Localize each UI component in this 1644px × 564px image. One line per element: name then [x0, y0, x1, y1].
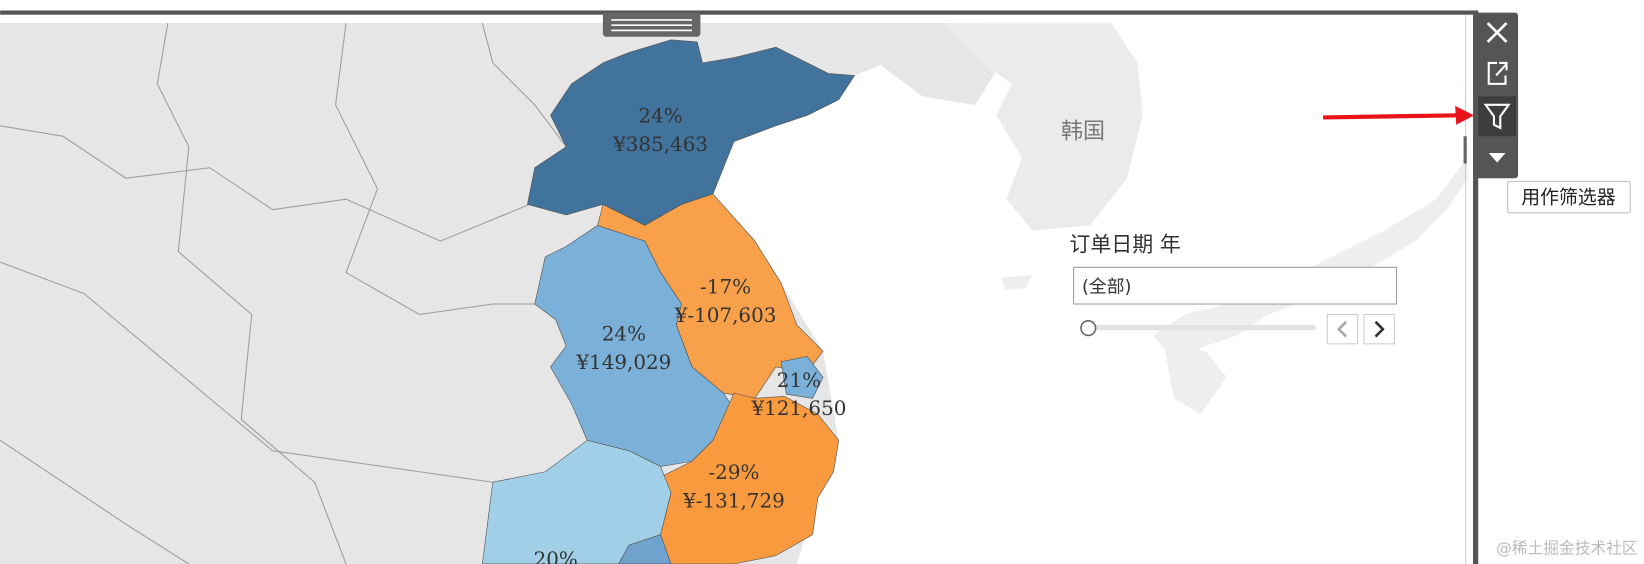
land	[1153, 62, 1468, 362]
filter-button[interactable]	[1483, 103, 1511, 130]
region-percent: 21%	[777, 369, 821, 392]
next-icon	[1374, 320, 1385, 338]
country-label: 韩国	[1061, 119, 1105, 144]
borders	[0, 22, 567, 564]
province	[482, 439, 672, 564]
province	[618, 534, 672, 564]
prev-icon	[1336, 320, 1348, 338]
tooltip	[1507, 180, 1631, 214]
more-button[interactable]	[1488, 153, 1506, 163]
land	[1163, 345, 1227, 415]
annotation-arrow	[1323, 113, 1460, 120]
land	[1001, 274, 1033, 290]
region-percent: -29%	[708, 461, 759, 484]
scrollbar	[1463, 136, 1467, 164]
region-percent: 24%	[638, 105, 682, 128]
region-percent: -17%	[700, 276, 751, 299]
next-button[interactable]	[1363, 313, 1395, 345]
toolbar	[1476, 12, 1519, 179]
close-button[interactable]	[1486, 22, 1508, 43]
filter-title: 订单日期 年	[1069, 233, 1180, 257]
land	[943, 23, 1143, 231]
filter-button-bg	[1478, 96, 1516, 137]
slider-handle[interactable]	[1080, 320, 1097, 337]
prev-button[interactable]	[1326, 313, 1359, 345]
annotation-arrowhead	[1455, 105, 1475, 125]
right-border	[1473, 14, 1479, 564]
region-amount: ¥149,029	[575, 351, 671, 374]
watermark: @稀土掘金技术社区	[1496, 539, 1637, 558]
filter-value: (全部)	[1082, 276, 1132, 297]
region-amount: ¥-131,729	[682, 489, 785, 512]
region-amount: ¥385,463	[612, 133, 708, 156]
filter-dropdown[interactable]	[1073, 266, 1398, 305]
tooltip-text: 用作筛选器	[1521, 186, 1615, 208]
region-percent: 20%	[534, 548, 578, 564]
province	[660, 392, 840, 564]
popout-button[interactable]	[1487, 61, 1508, 85]
drag-handle-lines	[611, 19, 693, 32]
region-percent: 24%	[602, 323, 646, 346]
province	[780, 356, 824, 399]
region-amount: ¥-107,603	[674, 304, 777, 327]
top-border	[0, 10, 1479, 15]
region-amount: ¥121,650	[750, 397, 846, 420]
slider-track[interactable]	[1088, 324, 1316, 331]
